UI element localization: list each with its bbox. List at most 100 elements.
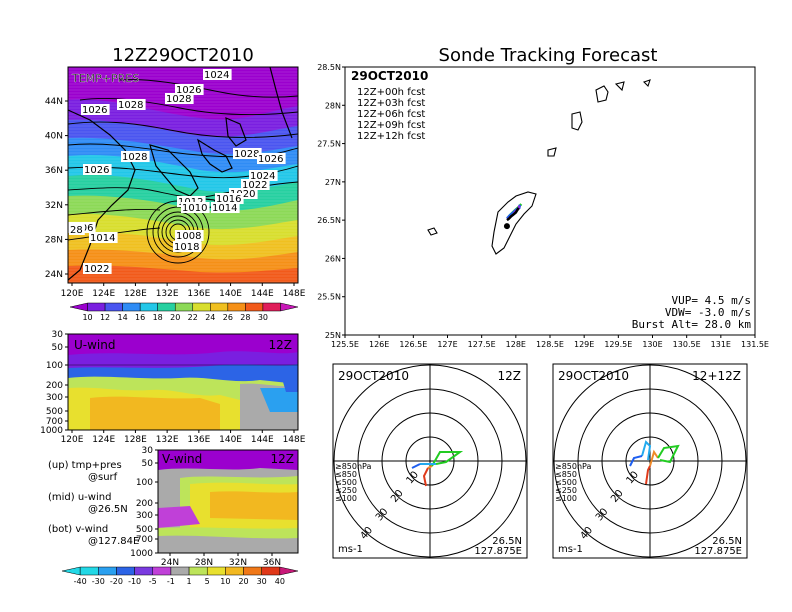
map-x-tick: 124E [92, 289, 115, 299]
colorbar-swatch [210, 302, 229, 312]
track-line-0h [506, 207, 520, 222]
hodo-right-time: 12+12Z [692, 369, 741, 383]
isobar-label-bg [249, 170, 278, 181]
v-wind-y-tick: 300 [136, 511, 153, 521]
launch-point [503, 223, 510, 230]
hodo-level-key: ≤850 [335, 470, 357, 479]
v-wind-x-ticks: 24N 28N 32N 36N [161, 553, 281, 568]
hodo-right-lon: 127.875E [694, 546, 742, 557]
isobar-label-bg [117, 99, 146, 110]
u-wind-x-tick: 144E [251, 435, 274, 445]
v-wind-label: V-wind [162, 452, 202, 466]
isobar-label: 1026 [176, 85, 201, 96]
note-sub: @surf [88, 472, 118, 483]
v-wind-y-tick: 1000 [130, 549, 153, 559]
v-wind-y-tick: 30 [142, 446, 154, 456]
burst-text: Burst Alt= 28.0 km [632, 318, 752, 331]
track-y-ticks: 28.5N 28N 27.5N 27N 26.5N 26N 25.5N 25N [317, 63, 345, 340]
colorbar-swatch [87, 302, 106, 312]
isobar-label: 1018 [174, 242, 199, 253]
map-y-ticks: 44N 40N 36N 32N 28N 24N [45, 97, 68, 280]
map-y-tick: 44N [45, 97, 63, 107]
left-title: 12Z29OCT2010 [112, 45, 254, 66]
hodo-right-levels: ≥850hPa≤850≤500≤250≤100 [555, 462, 592, 503]
hodo-right-unit: ms-1 [558, 544, 583, 555]
colorbar-label: 18 [153, 313, 163, 322]
note-line: (mid) u-wind [48, 492, 111, 503]
wind-colorbar-swatch [116, 566, 135, 576]
u-wind-x-tick: 140E [219, 435, 242, 445]
track-y-tick: 28N [325, 101, 341, 110]
map-y-tick: 24N [45, 270, 63, 280]
isobar-label: 1024 [250, 171, 275, 182]
hodo-left-unit: ms-1 [338, 544, 363, 555]
wind-colorbar-swatch [225, 566, 244, 576]
colorbar-label: 22 [188, 313, 198, 322]
isobar-label-bg [257, 153, 286, 164]
track-y-tick: 26.5N [317, 216, 341, 225]
u-wind-x-tick: 128E [124, 435, 147, 445]
isobar-label-bg [177, 196, 206, 207]
track-x-tick: 127E [437, 340, 457, 349]
track-lines [503, 203, 523, 230]
map-y-tick: 32N [45, 201, 63, 211]
track-x-tick: 126.5E [399, 340, 427, 349]
isobar-label-bg [81, 104, 110, 115]
u-wind-x-tick: 120E [61, 435, 84, 445]
wind-colorbar-swatch [152, 566, 172, 576]
track-x-tick: 130E [642, 340, 662, 349]
wind-colorbar-label: -10 [128, 577, 141, 586]
map-x-tick: 144E [251, 289, 274, 299]
u-wind-x-tick: 132E [156, 435, 179, 445]
isobar-label-bg [165, 93, 194, 104]
map-x-tick: 136E [187, 289, 210, 299]
colorbar-swatch [69, 302, 88, 312]
wind-colorbar-label: -1 [167, 577, 175, 586]
hodo-level-key: ≤500 [335, 478, 357, 487]
isobar-label-bg [173, 241, 202, 252]
u-wind-label: U-wind [74, 338, 115, 352]
island-outlines [427, 79, 651, 255]
hodo-level-key: ≤500 [555, 478, 577, 487]
hodo-level-key: ≥850hPa [555, 462, 592, 471]
colorbar-swatch [245, 302, 264, 312]
colorbar-label: 28 [240, 313, 250, 322]
v-wind-x-tick: 36N [263, 558, 281, 568]
u-wind-x-tick: 148E [283, 435, 306, 445]
hodo-level-key: ≤250 [555, 486, 577, 495]
track-x-tick: 129E [574, 340, 594, 349]
isobar-label: 1022 [84, 264, 109, 275]
colorbar-swatch [157, 302, 176, 312]
panel-notes: (up) tmp+pres@surf (mid) u-wind@26.5N (bot… [48, 460, 139, 547]
v-wind-y-tick: 100 [136, 478, 153, 488]
hodograph-left-trace [411, 451, 464, 487]
track-y-tick: 27.5N [317, 140, 341, 149]
isobar-label: 1010 [182, 203, 207, 214]
track-x-tick: 130.5E [673, 340, 701, 349]
wind-colorbar-label: -30 [92, 577, 105, 586]
wind-colorbar-label: 30 [257, 577, 267, 586]
isobar-label-bg [241, 179, 270, 190]
track-x-tick: 129.5E [604, 340, 632, 349]
wind-colorbar-swatch [134, 566, 154, 576]
track-y-tick: 28.5N [317, 63, 341, 72]
u-wind-x-tick: 136E [187, 435, 210, 445]
hodo-right-date: 29OCT2010 [558, 369, 629, 383]
isobar-label-bg [89, 232, 118, 243]
u-wind-x-ticks: 120E 124E 128E 132E 136E 140E 144E 148E [61, 430, 306, 445]
colorbar-label: 20 [170, 313, 180, 322]
colorbar-swatch [104, 302, 123, 312]
colorbar-swatch [122, 302, 141, 312]
isobar-label-bg [175, 84, 204, 95]
colorbar-label: 24 [205, 313, 215, 322]
colorbar-label: 14 [118, 313, 128, 322]
temp-pres-map: 1024102610281028102610281026102810261024… [45, 66, 306, 322]
note-line: (up) tmp+pres [48, 460, 122, 471]
wind-colorbar-swatch [98, 566, 117, 576]
wind-colorbar-label: 5 [205, 577, 210, 586]
track-legend-item: 12Z+06h fcst [357, 109, 425, 120]
